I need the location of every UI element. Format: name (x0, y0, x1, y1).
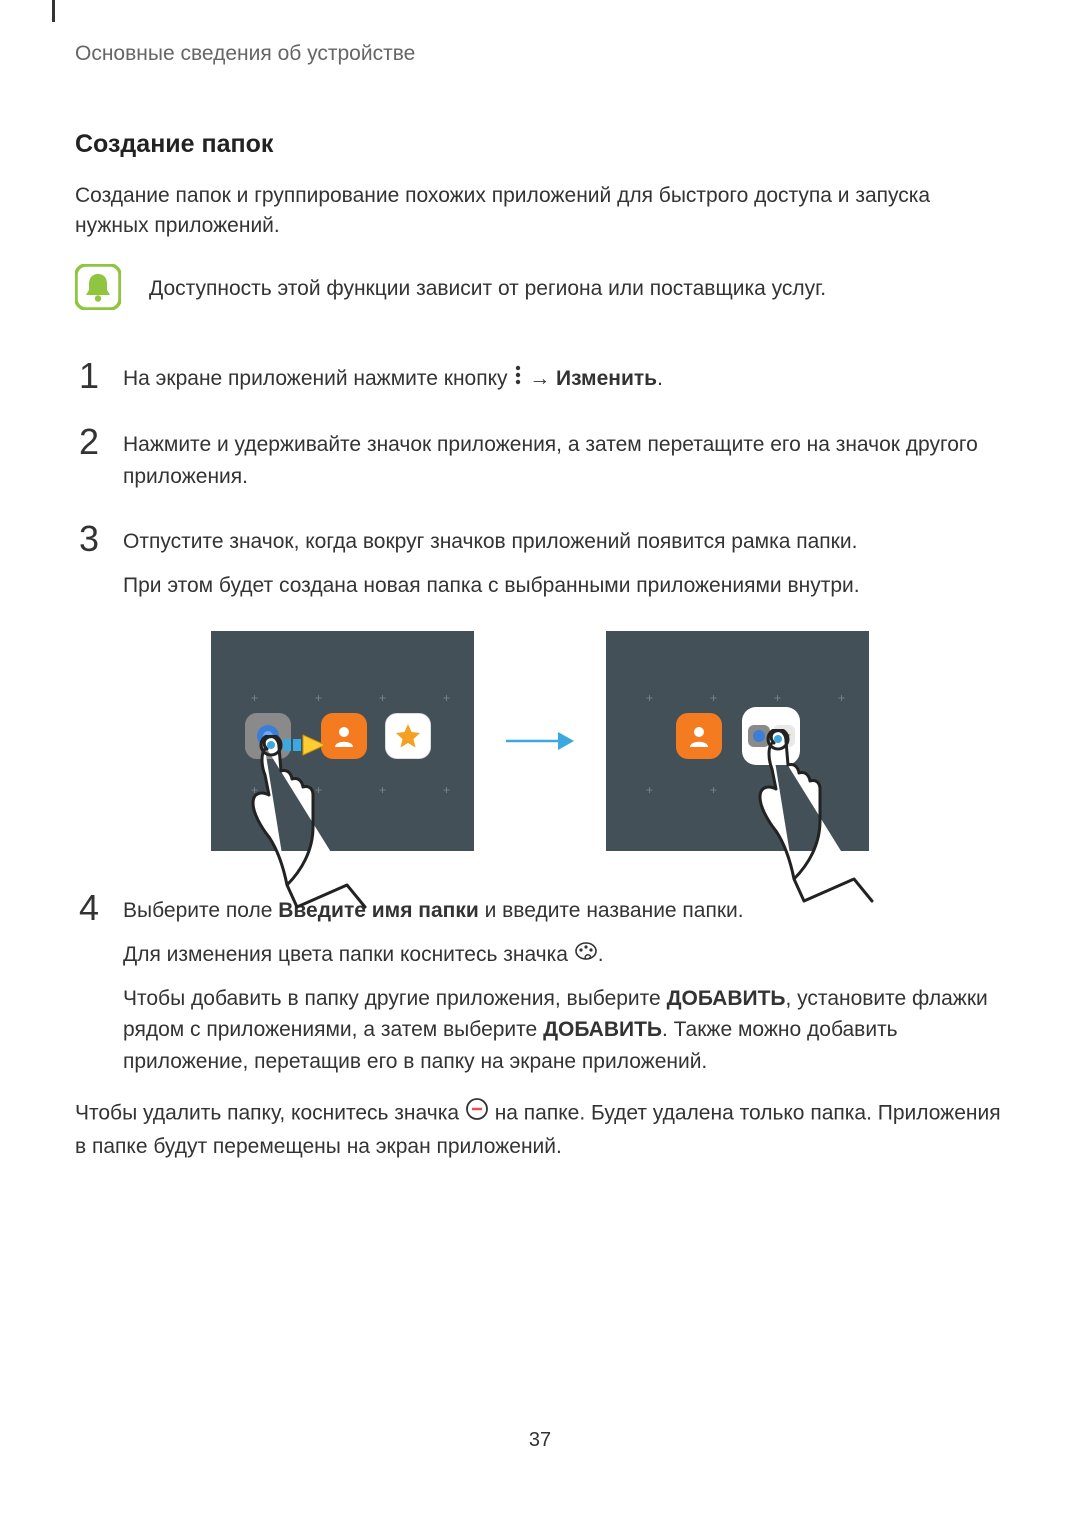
app-icon-contact (676, 713, 722, 759)
step-number: 4 (75, 891, 103, 925)
step-number: 3 (75, 522, 103, 556)
step-3: 3 Отпустите значок, когда вокруг значков… (75, 522, 1005, 601)
more-vert-icon (513, 364, 523, 396)
step1-arrow: → (523, 367, 556, 390)
section-intro: Создание папок и группирование похожих п… (75, 181, 1005, 242)
illustration: + + + + + + + + (75, 631, 1005, 851)
step-2: 2 Нажмите и удерживайте значок приложени… (75, 425, 1005, 492)
step-1: 1 На экране приложений нажмите кнопку → … (75, 359, 1005, 395)
step2-text: Нажмите и удерживайте значок приложения,… (123, 429, 1005, 492)
step1-text-before: На экране приложений нажмите кнопку (123, 367, 513, 390)
step1-after: . (657, 367, 663, 390)
step3-line1: Отпустите значок, когда вокруг значков п… (123, 526, 1005, 558)
step4-p3-bold1: ДОБАВИТЬ (667, 987, 786, 1010)
palette-icon (574, 939, 598, 971)
note-row: Доступность этой функции зависит от реги… (75, 264, 1005, 315)
step4-p2-before: Для изменения цвета папки коснитесь знач… (123, 943, 574, 966)
step4-p2-after: . (598, 943, 604, 966)
breadcrumb: Основные сведения об устройстве (75, 42, 1005, 66)
step-4: 4 Выберите поле Введите имя папки и введ… (75, 891, 1005, 1077)
step1-bold: Изменить (556, 367, 657, 390)
delete-circle-icon (465, 1097, 489, 1131)
hand-pointer-icon (746, 729, 876, 904)
arrow-right-icon (504, 729, 576, 753)
app-icon-star (385, 713, 431, 759)
step3-line2: При этом будет создана новая папка с выб… (123, 570, 1005, 602)
step-number: 2 (75, 425, 103, 459)
step4-p3-before: Чтобы добавить в папку другие приложения… (123, 987, 667, 1010)
bottom-paragraph: Чтобы удалить папку, коснитесь значка на… (75, 1097, 1005, 1162)
section-title: Создание папок (75, 130, 1005, 159)
step-number: 1 (75, 359, 103, 393)
bottom-before: Чтобы удалить папку, коснитесь значка (75, 1102, 465, 1125)
page-number: 37 (529, 1429, 551, 1452)
bell-icon (75, 264, 121, 315)
hand-pointer-icon (239, 735, 369, 910)
step4-p1-after: и введите название папки. (479, 899, 744, 922)
step4-p3-bold2: ДОБАВИТЬ (543, 1018, 662, 1041)
note-text: Доступность этой функции зависит от реги… (149, 277, 826, 301)
